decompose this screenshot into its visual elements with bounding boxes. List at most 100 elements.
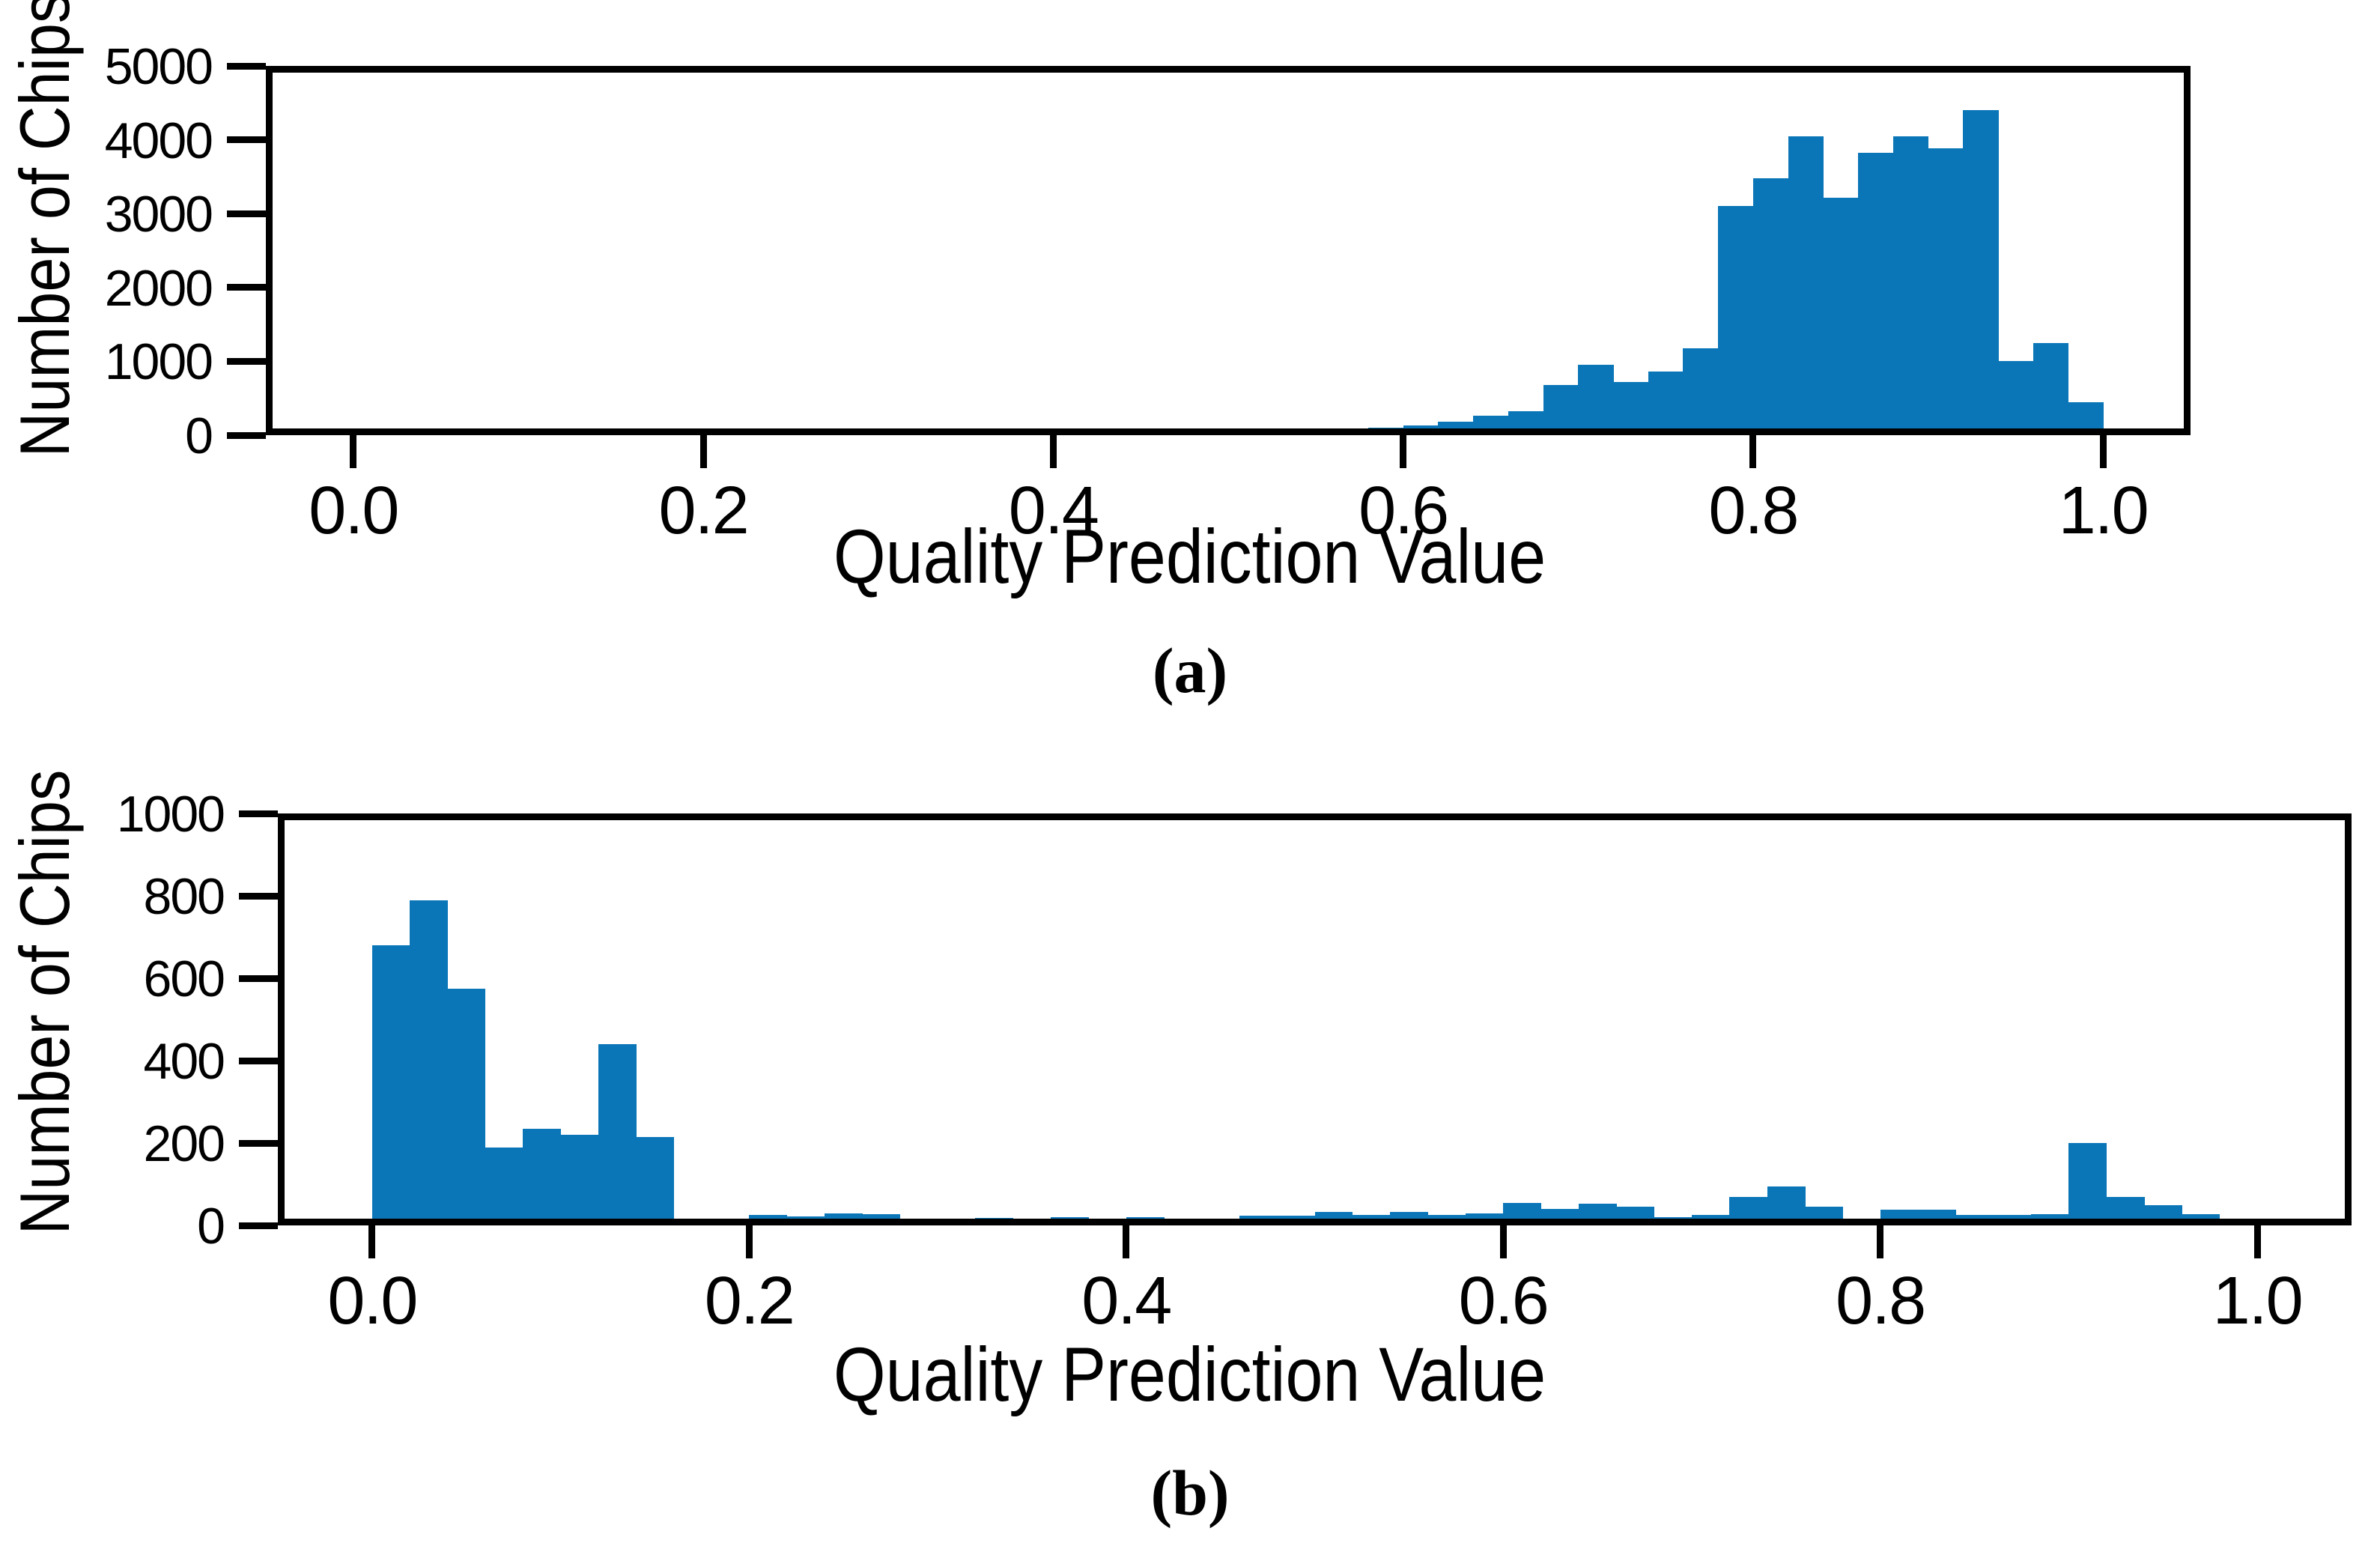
histogram-bar <box>1842 1223 1881 1225</box>
histogram-bar <box>1390 1212 1429 1225</box>
histogram-bar <box>1616 1206 1655 1225</box>
histogram-bar <box>1126 1217 1165 1225</box>
y-axis-tick-label: 0 <box>197 1198 225 1255</box>
x-axis-tick-mark <box>1049 435 1057 468</box>
y-axis-tick-label: 3000 <box>104 186 213 243</box>
histogram-bar <box>1767 1186 1806 1225</box>
x-axis-tick-label: 0.4 <box>1081 1264 1172 1339</box>
histogram-bar <box>786 1216 825 1225</box>
chart-b-caption: (b) <box>1150 1457 1230 1529</box>
histogram-bar <box>1993 1214 2032 1225</box>
histogram-bar <box>636 1136 675 1225</box>
histogram-bar <box>1013 1222 1051 1225</box>
histogram-bar <box>1438 421 1474 435</box>
x-axis-tick-label: 0.6 <box>1458 1264 1549 1339</box>
x-axis-tick-label: 0.2 <box>704 1264 795 1339</box>
histogram-bar <box>1263 432 1299 435</box>
y-axis-tick-mark <box>227 284 266 291</box>
y-axis-tick-label: 0 <box>185 407 213 464</box>
histogram-bar <box>1314 1212 1353 1225</box>
y-axis-tick-label: 1000 <box>116 786 225 843</box>
x-axis-tick-mark <box>368 1225 376 1258</box>
y-axis-tick-mark <box>227 357 266 365</box>
histogram-bar <box>1718 206 1754 435</box>
y-axis-tick-mark <box>239 1222 278 1229</box>
histogram-bar <box>560 1135 599 1225</box>
histogram-bar <box>1158 434 1194 435</box>
x-axis-tick-mark <box>699 435 707 468</box>
y-axis-tick-label: 4000 <box>104 112 213 169</box>
histogram-bar <box>1578 365 1614 435</box>
histogram-bar <box>1239 1215 1278 1225</box>
histogram-bar <box>523 1128 562 1225</box>
histogram-bar <box>1823 197 1859 435</box>
y-axis-tick-mark <box>227 136 266 144</box>
histogram-bar <box>1892 136 1929 435</box>
histogram-bar <box>1963 110 1999 435</box>
x-axis-tick-mark <box>1400 435 1407 468</box>
histogram-bar <box>711 1220 750 1225</box>
x-axis-tick-mark <box>2253 1225 2261 1258</box>
x-axis-tick-label: 0.0 <box>327 1264 418 1339</box>
histogram-bar <box>2068 1143 2107 1225</box>
histogram-bar <box>1508 411 1544 435</box>
histogram-bar <box>1367 428 1404 435</box>
histogram-bar <box>2106 1196 2145 1225</box>
y-axis-tick-mark <box>239 1057 278 1064</box>
histogram-bar <box>2219 1221 2258 1225</box>
histogram-bar <box>2031 1213 2069 1225</box>
chart-b-x-axis-title: Quality Prediction Value <box>834 1332 1546 1417</box>
histogram-bar <box>2033 342 2068 435</box>
histogram-bar <box>1277 1215 1316 1225</box>
x-axis-tick-label: 1.0 <box>2058 473 2149 548</box>
histogram-bar <box>1858 153 1894 435</box>
x-axis-tick-mark <box>350 435 357 468</box>
y-axis-tick-mark <box>239 1139 278 1147</box>
histogram-bar <box>1788 136 1824 435</box>
histogram-bar <box>749 1215 788 1225</box>
histogram-bar <box>899 1222 938 1225</box>
histogram-bar <box>1613 382 1649 435</box>
y-axis-tick-mark <box>239 892 278 900</box>
x-axis-tick-label: 0.8 <box>1708 473 1799 548</box>
histogram-bar <box>1648 372 1684 435</box>
histogram-bar <box>1683 348 1719 435</box>
x-axis-tick-label: 0.0 <box>309 473 399 548</box>
histogram-bar <box>1998 361 2034 435</box>
chart-a-caption: (a) <box>1152 634 1228 706</box>
histogram-bar <box>598 1044 637 1225</box>
histogram-bar <box>673 1221 712 1225</box>
y-axis-tick-label: 5000 <box>104 38 213 95</box>
histogram-bar <box>1298 431 1334 435</box>
histogram-bar <box>1403 425 1439 435</box>
histogram-bar <box>1804 1207 1843 1225</box>
y-axis-tick-mark <box>227 62 266 70</box>
histogram-bar <box>1164 1219 1202 1225</box>
x-axis-tick-mark <box>2099 435 2107 468</box>
y-axis-tick-label: 600 <box>143 951 225 1007</box>
histogram-bar <box>1543 384 1579 435</box>
histogram-bar <box>1193 434 1229 435</box>
y-axis-tick-mark <box>239 974 278 982</box>
histogram-bar <box>1123 434 1159 435</box>
chart-b-plot-area: 0.0 0.2 0.4 0.6 0.8 1.0 0 200 400 600 800 1000 <box>117 789 2352 1335</box>
histogram-bar <box>1352 1214 1391 1225</box>
histogram-bar <box>1729 1196 1768 1225</box>
x-axis-tick-label: 1.0 <box>2212 1264 2304 1339</box>
histogram-bar <box>938 1219 976 1225</box>
x-axis-tick-mark <box>1877 1225 1884 1258</box>
histogram-bar <box>485 1147 523 1225</box>
histogram-bar <box>1051 1217 1089 1225</box>
y-axis-tick-mark <box>227 431 266 439</box>
x-axis-tick-mark <box>745 1225 753 1258</box>
histogram-bar <box>1578 1204 1617 1225</box>
histogram-bar <box>1691 1215 1730 1225</box>
histogram-bar <box>975 1218 1014 1225</box>
x-axis-tick-label: 0.6 <box>1359 473 1449 548</box>
y-axis-tick-label: 400 <box>143 1033 225 1090</box>
y-axis-tick-label: 200 <box>143 1115 225 1172</box>
histogram-bar <box>1427 1214 1466 1225</box>
histogram-bar <box>410 900 449 1225</box>
histogram-bar <box>2182 1213 2220 1225</box>
